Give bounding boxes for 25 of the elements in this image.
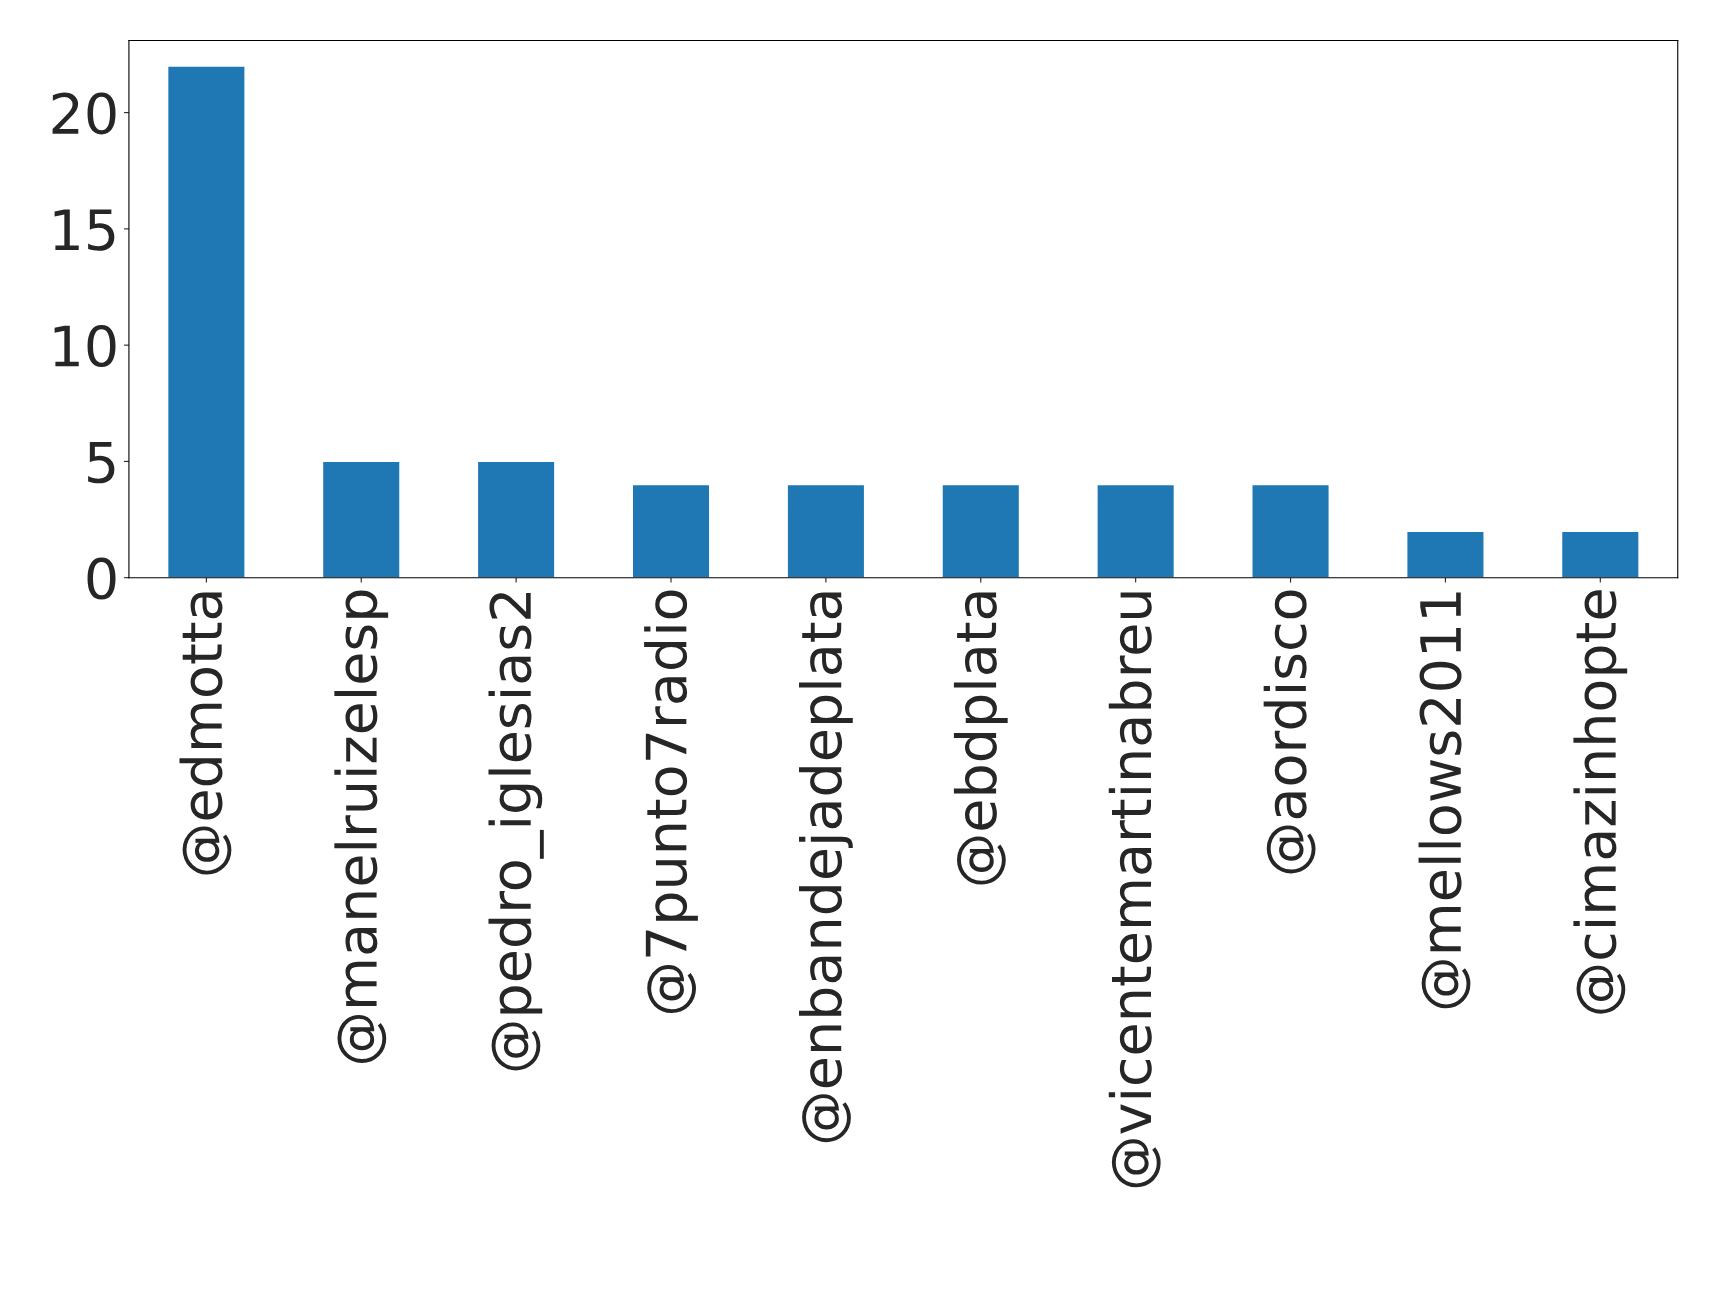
bar (941, 483, 1021, 578)
y-tick-label: 10 (54, 325, 116, 368)
bar (1096, 483, 1176, 578)
bar (476, 460, 556, 578)
bar (631, 483, 711, 578)
x-tick-label: @mellows2011 (1418, 592, 1471, 1009)
x-tick-label: @7punto7radio (644, 590, 698, 1014)
y-tick-label: 0 (87, 557, 116, 600)
x-tick-label: @vicentemartinabreu (1108, 592, 1161, 1188)
bar (166, 65, 246, 578)
x-tick-label: @manelruizelesp (334, 590, 389, 1063)
bar (1406, 530, 1485, 578)
x-tick-label: @edmotta (179, 592, 232, 875)
y-tick-label: 5 (88, 442, 115, 484)
y-tick-label: 20 (52, 92, 116, 135)
x-tick-label: @enbandejadeplata (799, 592, 853, 1143)
x-tick-label: @cimazinhopte (1573, 590, 1628, 1014)
bar (1560, 530, 1640, 578)
bar (786, 483, 866, 578)
bar (321, 460, 401, 578)
bar (1251, 483, 1330, 578)
y-tick-label: 15 (54, 209, 115, 251)
x-tick-label: @aordisco (1263, 590, 1316, 874)
x-tick-label: @ebdplata (953, 592, 1008, 885)
x-tick-label: @pedro_iglesias2 (488, 592, 544, 1071)
